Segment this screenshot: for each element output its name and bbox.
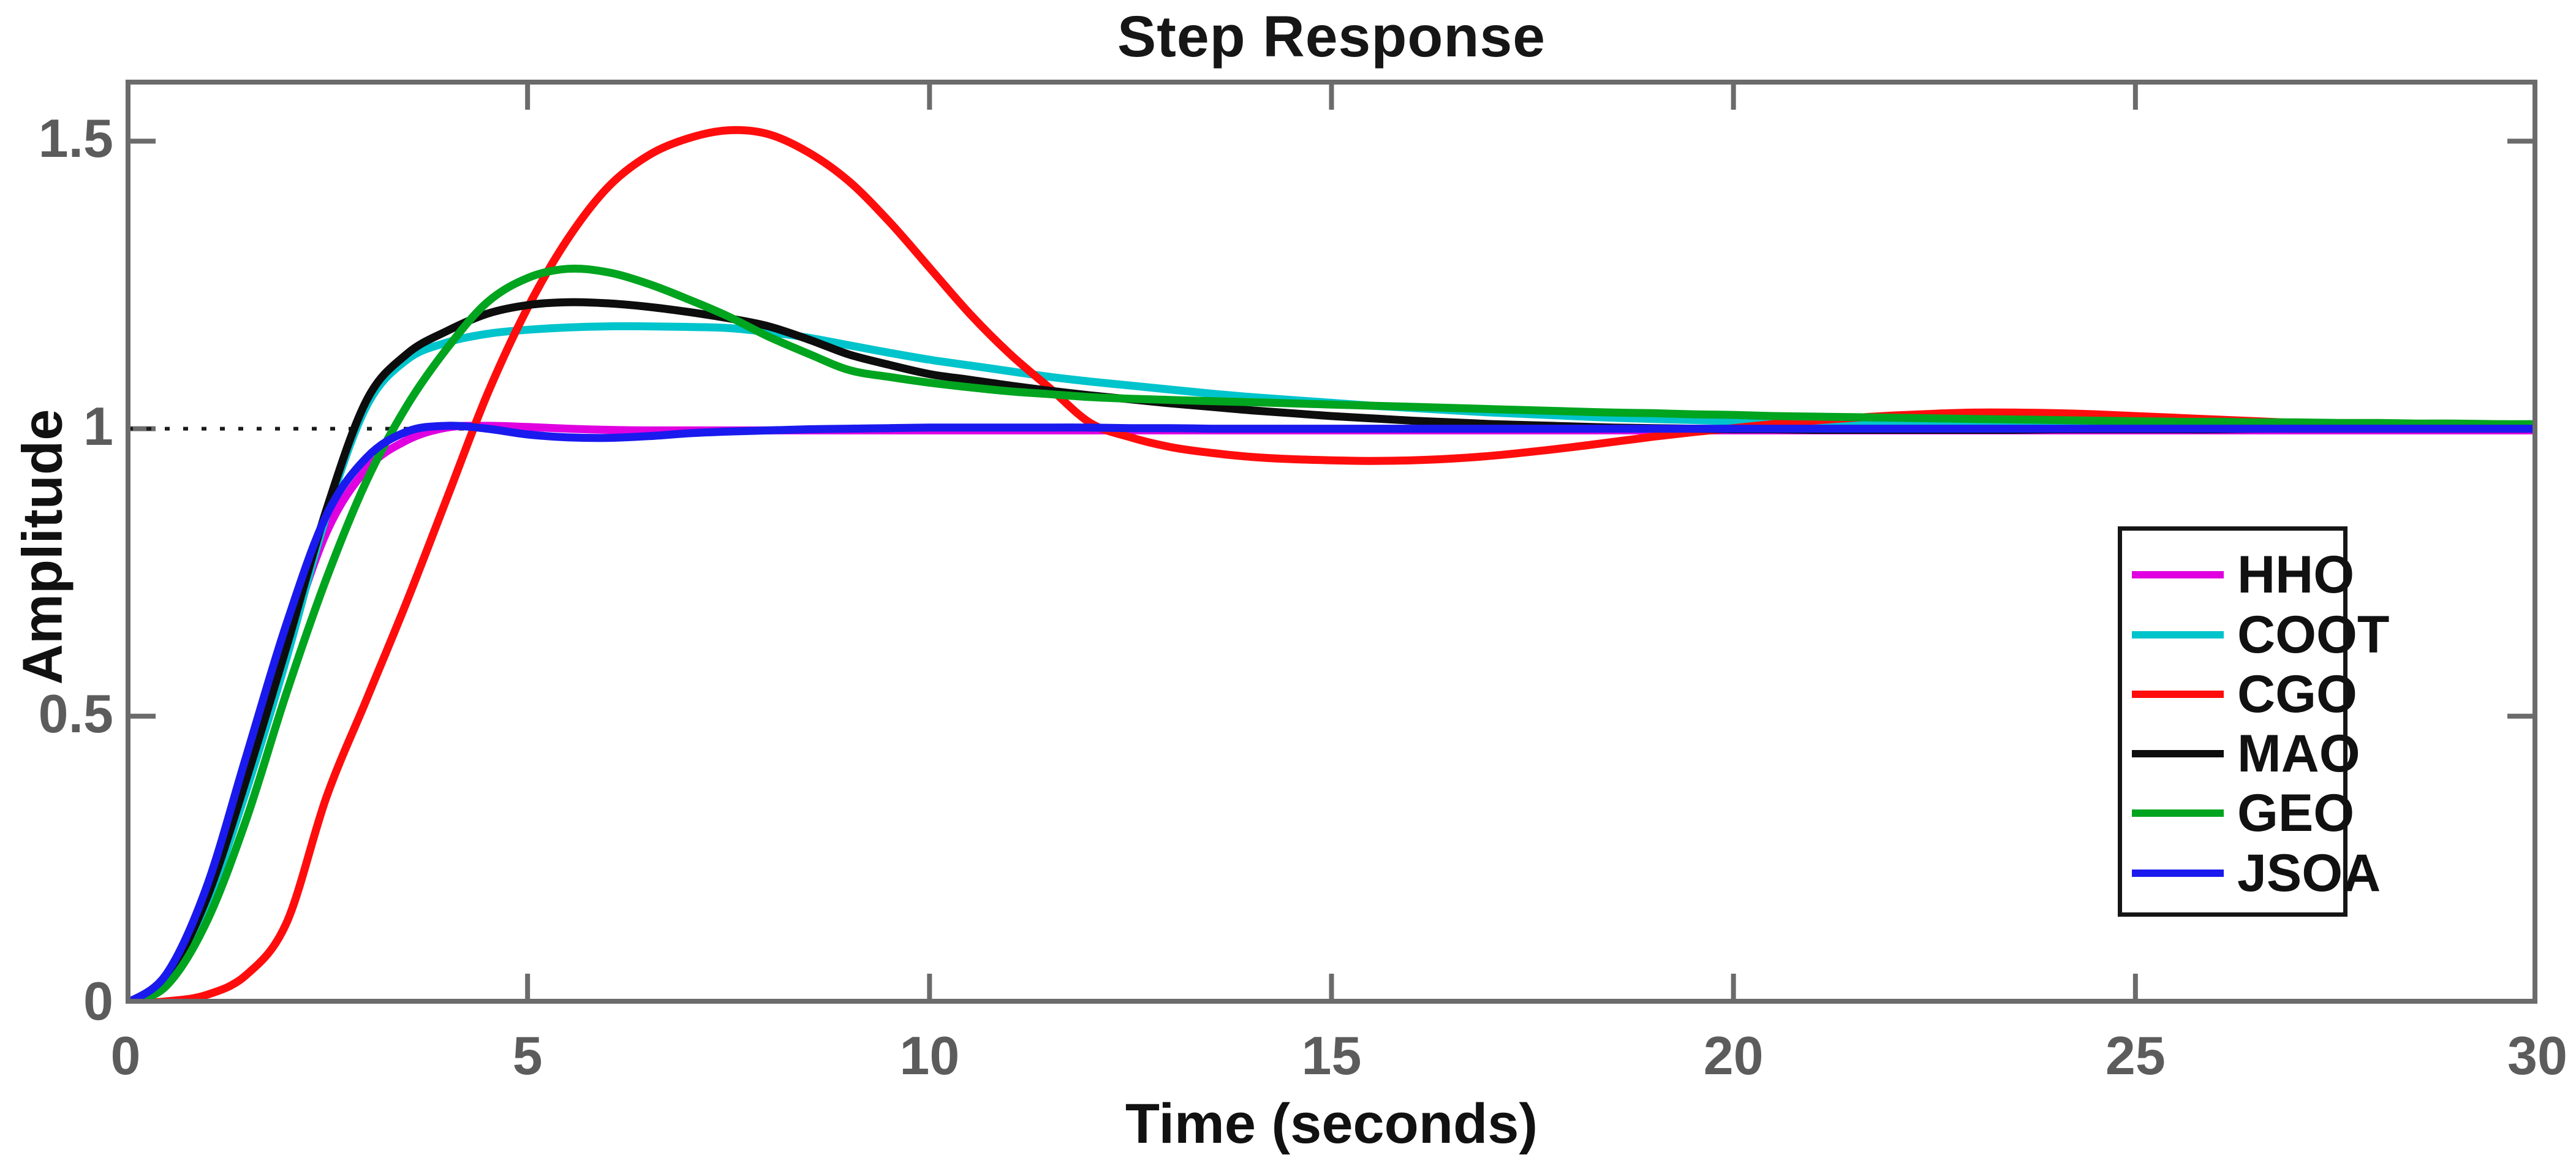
x-axis-label: Time (seconds)	[1125, 1093, 1538, 1155]
x-tick-label-0: 0	[110, 1025, 141, 1086]
legend-swatch-geo	[2132, 809, 2224, 817]
x-tick-label-25: 25	[2105, 1025, 2166, 1086]
curve-cgo	[126, 126, 2537, 1004]
y-tick-label-0.5: 0.5	[38, 683, 113, 744]
legend-swatch-cgo	[2132, 690, 2224, 698]
x-tick-label-15: 15	[1301, 1025, 1362, 1086]
x-tick-label-10: 10	[899, 1025, 960, 1086]
legend-swatch-jsoa	[2132, 869, 2224, 877]
plot-title: Step Response	[1117, 4, 1546, 69]
legend-item-hho: HHO	[2132, 548, 2354, 601]
legend-swatch-coot	[2132, 631, 2224, 639]
legend-swatch-mao	[2132, 750, 2224, 758]
legend-label-cgo: CGO	[2237, 664, 2357, 724]
legend-label-hho: HHO	[2237, 545, 2355, 605]
x-tick-label-30: 30	[2507, 1025, 2567, 1086]
curves-group	[126, 126, 2537, 1004]
y-tick-label-1.5: 1.5	[38, 108, 113, 169]
plot-area	[126, 80, 2537, 1004]
y-tick-label-0: 0	[83, 970, 113, 1031]
legend-item-coot: COOT	[2132, 608, 2389, 661]
legend-item-cgo: CGO	[2132, 668, 2357, 721]
curve-jsoa	[126, 422, 2537, 1004]
y-tick-label-1: 1	[83, 395, 113, 457]
axis-frame	[126, 80, 2537, 1004]
legend-item-geo: GEO	[2132, 787, 2354, 839]
curve-geo	[126, 264, 2537, 1004]
legend-label-jsoa: JSOA	[2237, 843, 2381, 903]
legend-item-jsoa: JSOA	[2132, 847, 2381, 900]
legend-label-mao: MAO	[2237, 724, 2360, 784]
x-tick-label-20: 20	[1703, 1025, 1764, 1086]
legend: HHO COOT CGO MAO GEO JSOA	[2118, 526, 2389, 917]
legend-swatch-hho	[2132, 571, 2224, 579]
x-tick-label-5: 5	[512, 1025, 543, 1086]
legend-label-coot: COOT	[2237, 605, 2390, 664]
legend-label-geo: GEO	[2237, 784, 2355, 843]
legend-item-mao: MAO	[2132, 727, 2360, 780]
